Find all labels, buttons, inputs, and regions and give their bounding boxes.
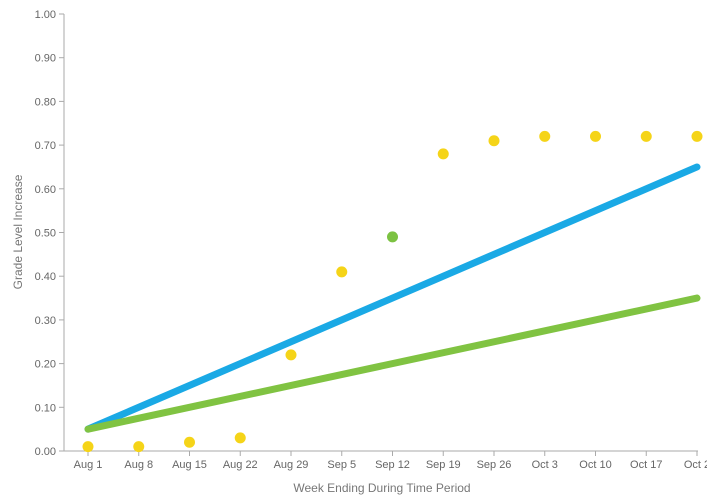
x-tick-label: Sep 5 bbox=[327, 459, 356, 471]
y-tick-label: 0.50 bbox=[35, 228, 56, 240]
y-tick-label: 0.60 bbox=[35, 184, 56, 196]
x-tick-label: Oct 2 bbox=[684, 459, 707, 471]
data-point bbox=[488, 135, 500, 147]
x-tick-label: Oct 10 bbox=[579, 459, 611, 471]
x-tick-label: Sep 26 bbox=[477, 459, 512, 471]
y-axis-title: Grade Level Increase bbox=[11, 174, 25, 289]
x-tick-label: Sep 19 bbox=[426, 459, 461, 471]
axes-layer bbox=[59, 13, 698, 456]
data-point bbox=[133, 441, 145, 453]
blue-trend-line bbox=[84, 163, 701, 433]
y-tick-label: 0.40 bbox=[35, 271, 56, 283]
y-tick-label: 0.20 bbox=[35, 359, 56, 371]
x-tick-label: Aug 29 bbox=[274, 459, 309, 471]
x-tick-label: Aug 1 bbox=[74, 459, 103, 471]
data-point bbox=[285, 349, 297, 361]
y-tick-label: 0.30 bbox=[35, 315, 56, 327]
data-point bbox=[387, 231, 398, 243]
data-point bbox=[82, 441, 94, 453]
data-point bbox=[184, 436, 195, 448]
x-tick-label: Aug 8 bbox=[124, 459, 153, 471]
x-tick-label: Aug 22 bbox=[223, 459, 258, 471]
x-axis-title: Week Ending During Time Period bbox=[293, 481, 470, 495]
data-point bbox=[539, 130, 551, 142]
lines-layer bbox=[84, 163, 701, 433]
x-tick-label: Oct 17 bbox=[630, 459, 662, 471]
x-tick-label: Sep 12 bbox=[375, 459, 410, 471]
data-point bbox=[640, 130, 652, 142]
y-tick-label: 1.00 bbox=[35, 9, 56, 21]
y-tick-label: 0.80 bbox=[35, 96, 56, 108]
x-tick-label: Aug 15 bbox=[172, 459, 207, 471]
labels-layer: 0.00 0.10 0.20 0.30 0.40 0.50 0.60 0.70 0.80 0.90… bbox=[35, 9, 707, 471]
data-point bbox=[590, 130, 601, 142]
y-tick-label: 0.70 bbox=[35, 140, 56, 152]
green-trend-line bbox=[84, 294, 701, 433]
data-point bbox=[234, 432, 246, 444]
y-tick-label: 0.90 bbox=[35, 53, 56, 65]
data-point bbox=[691, 130, 703, 142]
points-layer bbox=[82, 130, 703, 453]
data-point bbox=[336, 266, 348, 278]
y-tick-label: 0.00 bbox=[35, 446, 56, 458]
x-tick-label: Oct 3 bbox=[532, 459, 558, 471]
y-tick-label: 0.10 bbox=[35, 402, 56, 414]
data-point bbox=[437, 148, 449, 160]
